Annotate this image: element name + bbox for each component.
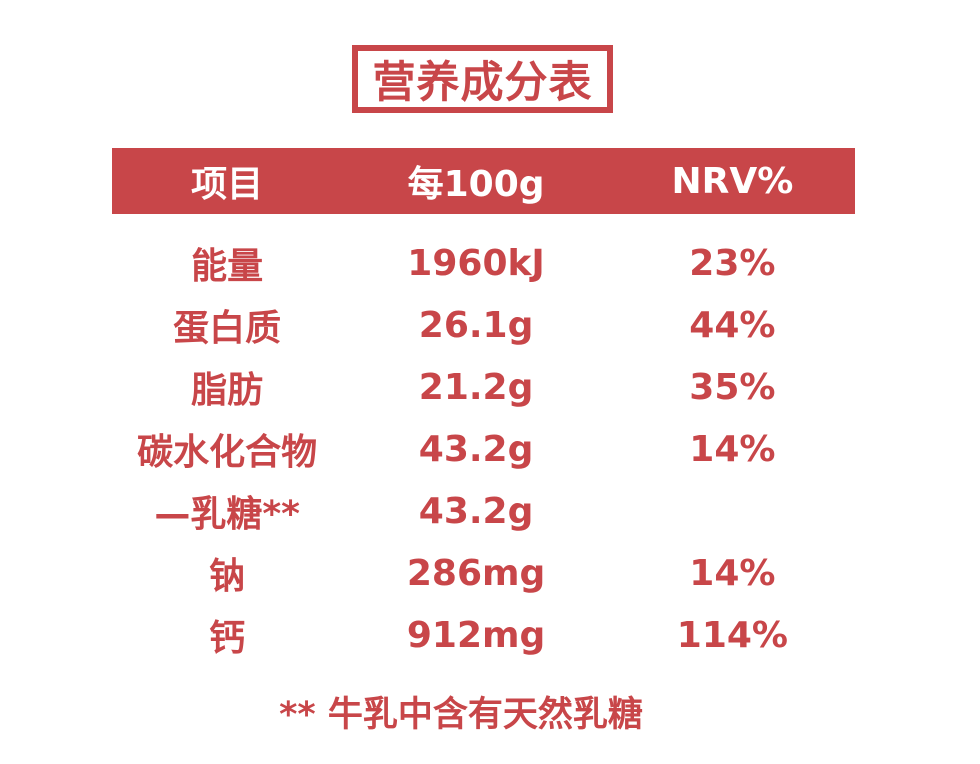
header-nrv: NRV% (671, 160, 794, 202)
nutrient-name: 能量 (191, 246, 264, 287)
nutrient-name: 钠 (209, 556, 246, 597)
table-row: 钙 912mg 114% (112, 604, 855, 666)
table-row: 脂肪 21.2g 35% (112, 356, 855, 418)
nutrient-amount: 21.2g (418, 366, 534, 408)
nutrient-amount: 43.2g (418, 490, 534, 532)
table-row: 蛋白质 26.1g 44% (112, 294, 855, 356)
nutrient-name: —乳糖** (154, 494, 300, 535)
nutrient-name: 碳水化合物 (137, 432, 318, 473)
table-row: —乳糖** 43.2g (112, 480, 855, 542)
nutrient-nrv: 14% (689, 552, 776, 594)
nutrient-nrv: 44% (689, 304, 776, 346)
nutrient-name: 钙 (209, 618, 246, 659)
nutrient-nrv: 35% (689, 366, 776, 408)
nutrient-amount: 1960kJ (407, 242, 545, 284)
header-per-100g: 每100g (407, 164, 545, 205)
nutrient-nrv: 23% (689, 242, 776, 284)
lactose-footnote: ** 牛乳中含有天然乳糖 (279, 695, 643, 735)
page-title: 营养成分表 (372, 58, 593, 108)
nutrient-nrv: 14% (689, 428, 776, 470)
table-row: 碳水化合物 43.2g 14% (112, 418, 855, 480)
nutrient-nrv: 114% (676, 614, 788, 656)
nutrient-amount: 26.1g (418, 304, 534, 346)
table-row: 钠 286mg 14% (112, 542, 855, 604)
nutrient-amount: 286mg (406, 552, 546, 594)
table-body: 能量 1960kJ 23% 蛋白质 26.1g 44% 脂肪 21.2g 35%… (112, 232, 855, 666)
title-box: 营养成分表 (352, 45, 613, 113)
header-item: 项目 (191, 164, 264, 205)
nutrient-name: 脂肪 (191, 370, 264, 411)
nutrient-amount: 912mg (406, 614, 546, 656)
table-header-row: 项目 每100g NRV% (112, 148, 855, 214)
nutrient-amount: 43.2g (418, 428, 534, 470)
nutrition-table: 项目 每100g NRV% 能量 1960kJ 23% 蛋白质 26.1g 44… (112, 148, 855, 666)
nutrient-name: 蛋白质 (173, 308, 282, 349)
table-row: 能量 1960kJ 23% (112, 232, 855, 294)
